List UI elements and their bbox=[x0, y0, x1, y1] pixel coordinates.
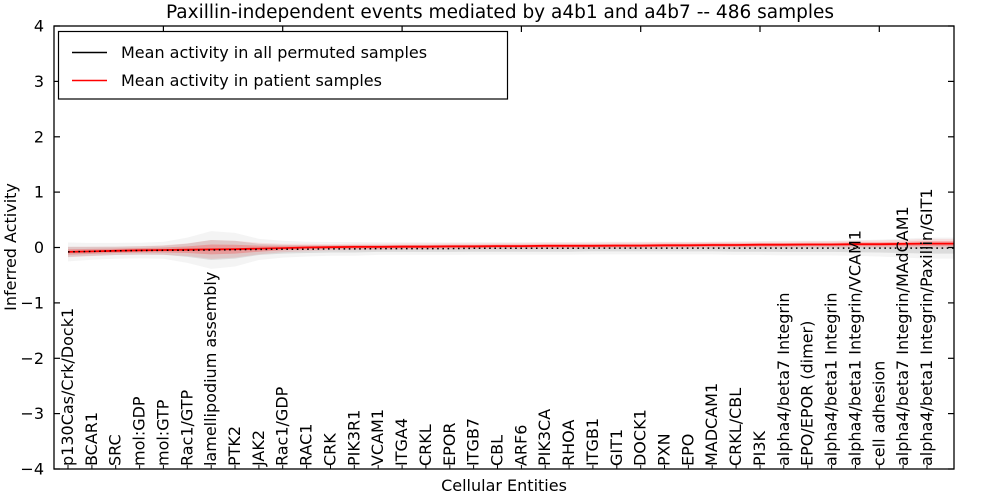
y-tick-label: 0 bbox=[34, 238, 44, 257]
legend-label-patient: Mean activity in patient samples bbox=[121, 71, 382, 90]
x-category-label: PXN bbox=[655, 433, 674, 466]
x-axis-title: Cellular Entities bbox=[441, 476, 567, 495]
x-category-label: p130Cas/Crk/Dock1 bbox=[58, 308, 77, 466]
x-category-label: PIK3R1 bbox=[344, 410, 363, 466]
legend: Mean activity in all permuted samples Me… bbox=[57, 30, 509, 100]
x-category-label: mol:GDP bbox=[130, 396, 149, 466]
x-category-label: VCAM1 bbox=[368, 409, 387, 466]
x-category-label: CRKL/CBL bbox=[726, 388, 745, 466]
y-tick-label: 4 bbox=[34, 17, 44, 36]
x-category-label: BCAR1 bbox=[82, 412, 101, 466]
tick-layer bbox=[54, 25, 954, 470]
x-category-label: PTK2 bbox=[225, 426, 244, 466]
x-category-label: RAC1 bbox=[297, 424, 316, 466]
legend-label-permuted: Mean activity in all permuted samples bbox=[121, 43, 427, 62]
y-tick-label: −3 bbox=[20, 404, 44, 423]
x-category-label: EPO/EPOR (dimer) bbox=[798, 321, 817, 466]
x-category-label: lamellipodium assembly bbox=[201, 272, 220, 466]
x-category-label: MADCAM1 bbox=[702, 383, 721, 466]
x-category-label: EPOR bbox=[440, 423, 459, 466]
chart-title: Paxillin-independent events mediated by … bbox=[166, 2, 834, 23]
legend-box bbox=[57, 30, 509, 100]
x-category-label: EPO bbox=[678, 434, 697, 466]
x-category-label: cell adhesion bbox=[869, 361, 888, 466]
y-axis-title: Inferred Activity bbox=[1, 183, 20, 311]
x-category-label: Rac1/GTP bbox=[177, 389, 196, 466]
y-tick-label: −4 bbox=[20, 460, 44, 479]
x-category-label: DOCK1 bbox=[631, 409, 650, 466]
x-category-label: PI3K bbox=[750, 430, 769, 466]
line-layer bbox=[67, 242, 954, 253]
x-category-label: alpha4/beta7 Integrin bbox=[774, 292, 793, 466]
x-category-label: Rac1/GDP bbox=[273, 386, 292, 466]
y-tick-label: −1 bbox=[20, 293, 44, 312]
x-category-label: CRKL bbox=[416, 424, 435, 466]
series-line-permuted bbox=[67, 247, 954, 253]
x-category-label: CRK bbox=[321, 433, 340, 466]
y-tick-label: 2 bbox=[34, 127, 44, 146]
x-category-label: alpha4/beta1 Integrin bbox=[822, 292, 841, 466]
x-category-label: GIT1 bbox=[607, 429, 626, 466]
y-tick-label: −2 bbox=[20, 349, 44, 368]
tick-label-layer: −4 −3 −2 −1 0 1 2 3 4 p130Cas/Crk/Dock1 BCAR1 SRC mo… bbox=[20, 17, 936, 479]
x-category-label: CBL bbox=[488, 435, 507, 466]
x-category-label: ITGB1 bbox=[583, 418, 602, 466]
x-category-label: SRC bbox=[106, 434, 125, 466]
x-category-label: ITGA4 bbox=[392, 418, 411, 466]
x-category-label: RHOA bbox=[559, 420, 578, 466]
x-category-label: ARF6 bbox=[511, 425, 530, 466]
x-category-label: alpha4/beta1 Integrin/VCAM1 bbox=[845, 230, 864, 466]
permuted-range-outer bbox=[68, 231, 954, 269]
x-category-label: mol:GTP bbox=[153, 399, 172, 466]
x-category-label: alpha4/beta1 Integrin/Paxillin/GIT1 bbox=[917, 188, 936, 466]
x-category-label: PIK3CA bbox=[535, 409, 554, 466]
y-tick-label: 3 bbox=[34, 72, 44, 91]
y-tick-label: 1 bbox=[34, 183, 44, 202]
x-category-label: alpha4/beta7 Integrin/MAdCAM1 bbox=[893, 206, 912, 466]
x-category-label: JAK2 bbox=[249, 430, 268, 467]
x-category-label: ITGB7 bbox=[464, 418, 483, 466]
